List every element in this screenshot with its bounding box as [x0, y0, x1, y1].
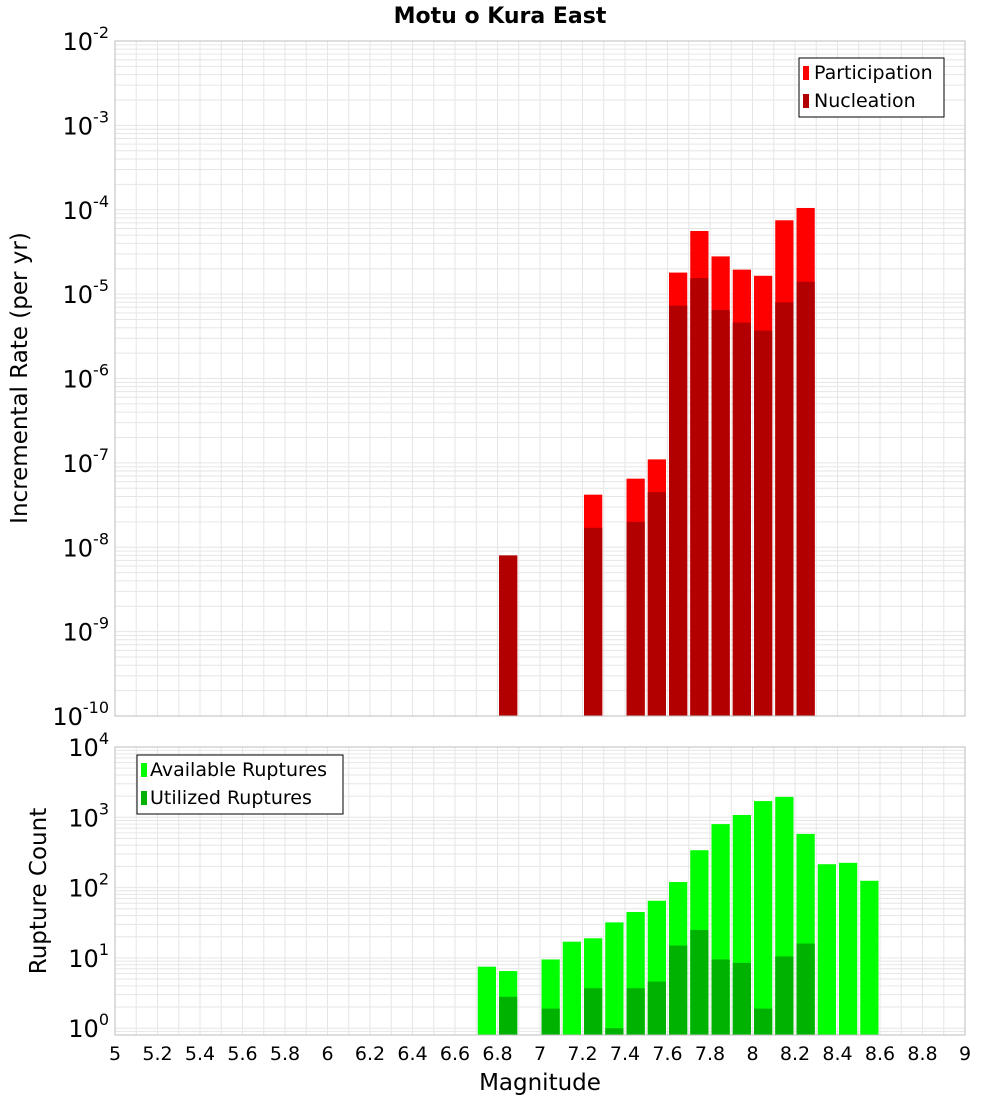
nucleation-bar [499, 555, 518, 716]
nucleation-bar [690, 278, 709, 716]
nucleation-bar [584, 527, 603, 716]
nucleation-bar [796, 281, 815, 716]
available-ruptures-bar [605, 922, 624, 1035]
nucleation-bar [754, 330, 773, 716]
top-plot-border [114, 40, 966, 717]
top-y-axis-label: Incremental Rate (per yr) [7, 232, 33, 524]
utilized-ruptures-bar [499, 996, 518, 1035]
x-tick-label: 6 [321, 1043, 333, 1065]
bottom-legend: Available Ruptures Utilized Ruptures [136, 754, 344, 815]
available-ruptures-bar [477, 966, 496, 1035]
utilized-ruptures-bar [626, 988, 645, 1035]
x-tick-label: 8.2 [780, 1043, 810, 1065]
y-tick-label: 10-3 [63, 107, 110, 140]
nucleation-bar [669, 305, 688, 716]
y-tick-label: 100 [68, 1010, 109, 1043]
top-legend: Participation Nucleation [798, 57, 945, 118]
y-tick-label: 10-5 [63, 276, 110, 309]
y-tick-label: 10-10 [52, 698, 109, 731]
x-tick-label: 8.6 [865, 1043, 895, 1065]
legend-swatch-nucleation [803, 94, 809, 108]
y-tick-label: 102 [68, 870, 109, 903]
legend-label-nucleation: Nucleation [814, 90, 916, 112]
x-tick-label: 5.2 [142, 1043, 172, 1065]
bottom-panel: 100 101 102 103 104 Rupture Count Available … [26, 729, 966, 1043]
x-tick-label: 5.6 [227, 1043, 257, 1065]
utilized-ruptures-bar [732, 962, 751, 1035]
y-tick-label: 10-4 [63, 192, 110, 225]
utilized-ruptures-bar [690, 929, 709, 1035]
x-tick-label: 5 [109, 1043, 121, 1065]
bottom-plot-border [114, 746, 966, 1036]
x-axis-label: Magnitude [479, 1070, 601, 1096]
utilized-ruptures-bar [605, 1028, 624, 1035]
bottom-legend-box [136, 754, 344, 815]
utilized-ruptures-bar [584, 988, 603, 1035]
top-grid [114, 40, 966, 717]
utilized-ruptures-bar [775, 956, 794, 1035]
x-tick-labels: 5 5.2 5.4 5.6 5.8 6 6.2 6.4 6.6 6.8 7 7.2 7.4 7.6 7.8 8… [109, 1043, 971, 1065]
top-y-tick-labels: 10-10 10-9 10-8 10-7 10-6 10-5 10-4 10-3 10-2 [52, 23, 109, 731]
legend-swatch-available [141, 763, 147, 777]
bottom-bars [477, 796, 879, 1035]
x-tick-label: 6.8 [482, 1043, 512, 1065]
utilized-ruptures-bar [541, 1008, 560, 1035]
top-legend-box [798, 57, 945, 118]
x-tick-label: 7.6 [652, 1043, 682, 1065]
utilized-ruptures-bar [796, 943, 815, 1035]
legend-swatch-utilized [141, 791, 147, 805]
utilized-ruptures-bar [711, 959, 730, 1035]
legend-label-participation: Participation [814, 62, 933, 84]
x-tick-label: 5.4 [185, 1043, 215, 1065]
x-tick-label: 9 [959, 1043, 971, 1065]
utilized-ruptures-bar [647, 981, 666, 1035]
y-tick-label: 10-7 [63, 445, 110, 478]
legend-label-utilized: Utilized Ruptures [150, 787, 312, 809]
bottom-y-axis-label: Rupture Count [26, 808, 52, 974]
available-ruptures-bar [860, 880, 879, 1035]
legend-label-available: Available Ruptures [150, 759, 327, 781]
x-tick-label: 6.4 [397, 1043, 427, 1065]
nucleation-bar [647, 492, 666, 716]
y-tick-label: 10-9 [63, 614, 110, 647]
available-ruptures-bar [754, 801, 773, 1035]
x-tick-label: 5.8 [270, 1043, 300, 1065]
available-ruptures-bar [562, 941, 581, 1035]
nucleation-bar [732, 322, 751, 716]
x-tick-label: 8 [746, 1043, 758, 1065]
utilized-ruptures-bar [754, 1008, 773, 1035]
x-tick-label: 8.8 [907, 1043, 937, 1065]
available-ruptures-bar [839, 862, 858, 1035]
y-tick-label: 101 [68, 940, 109, 973]
available-ruptures-bar [817, 864, 836, 1035]
bottom-y-tick-labels: 100 101 102 103 104 [68, 729, 109, 1043]
x-tick-label: 6.2 [355, 1043, 385, 1065]
y-tick-label: 10-2 [63, 23, 110, 56]
top-panel: 10-10 10-9 10-8 10-7 10-6 10-5 10-4 10-3 10-2 In… [7, 23, 966, 731]
x-tick-label: 7 [534, 1043, 546, 1065]
y-tick-label: 10-6 [63, 361, 110, 394]
utilized-ruptures-bar [669, 945, 688, 1035]
x-tick-label: 7.4 [610, 1043, 640, 1065]
chart-title: Motu o Kura East [394, 4, 607, 29]
nucleation-bar [775, 302, 794, 716]
y-tick-label: 104 [68, 729, 109, 762]
nucleation-bar [711, 309, 730, 716]
x-tick-label: 7.8 [695, 1043, 725, 1065]
x-tick-label: 8.4 [822, 1043, 852, 1065]
top-bars [499, 207, 815, 717]
y-tick-label: 103 [68, 799, 109, 832]
legend-swatch-participation [803, 66, 809, 80]
x-tick-label: 6.6 [440, 1043, 470, 1065]
nucleation-bar [626, 521, 645, 716]
x-tick-label: 7.2 [567, 1043, 597, 1065]
y-tick-label: 10-8 [63, 529, 110, 562]
